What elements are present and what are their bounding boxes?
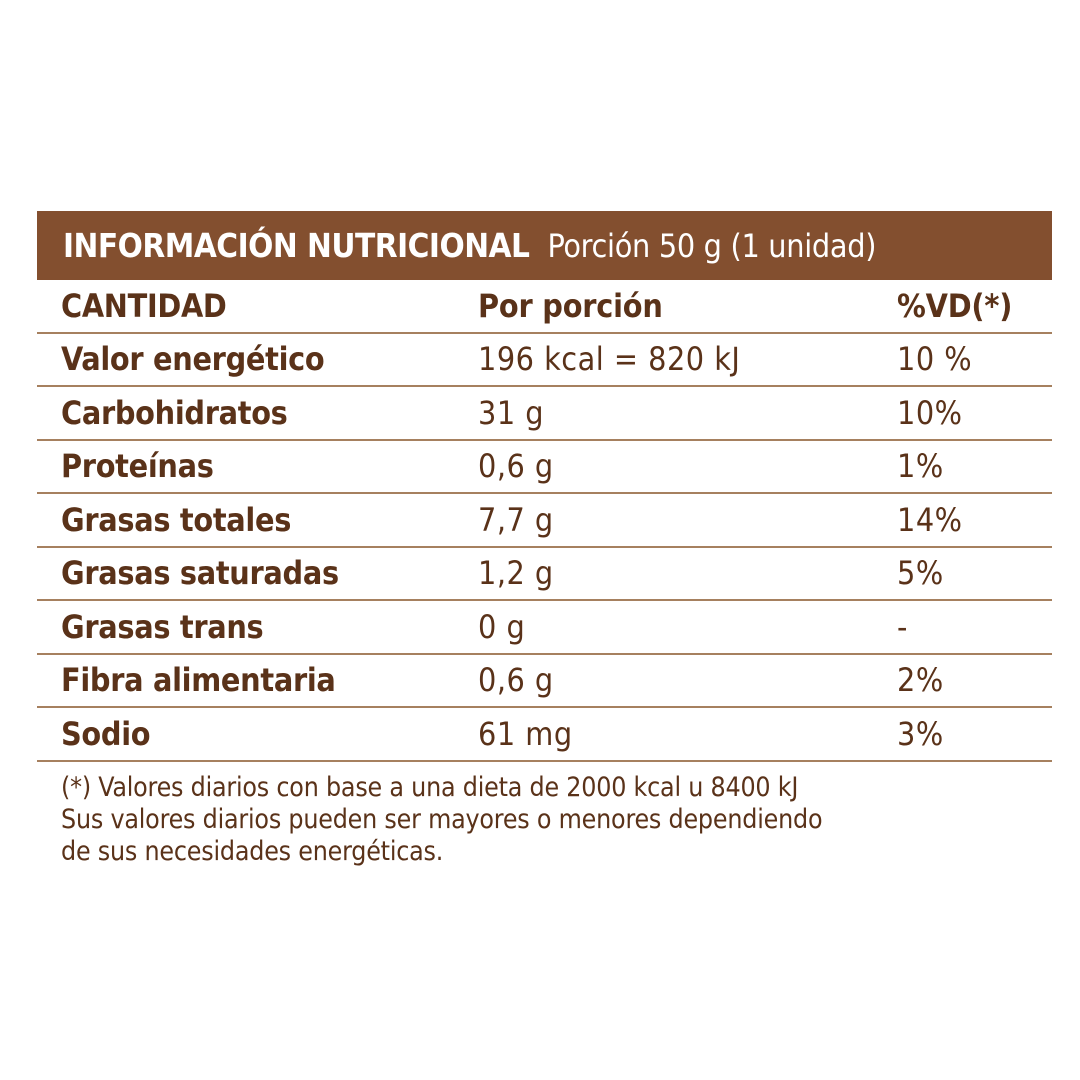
table-row: Sodio 61 mg 3% — [37, 708, 1052, 762]
table-row: Fibra alimentaria 0,6 g 2% — [37, 655, 1052, 708]
nutrient-amount: 61 mg — [478, 714, 573, 753]
nutrient-daily-value: 1% — [897, 447, 944, 486]
nutrient-daily-value: 10 % — [897, 340, 973, 379]
nutrient-name: Grasas totales — [61, 500, 292, 539]
footnote: (*) Valores diarios con base a una dieta… — [37, 772, 1052, 868]
table-row: Grasas saturadas 1,2 g 5% — [37, 548, 1052, 601]
nutrient-daily-value: 10% — [897, 393, 963, 432]
nutrient-amount: 0 g — [478, 607, 526, 646]
column-header-quantity: CANTIDAD — [61, 286, 227, 325]
nutrient-name: Sodio — [61, 714, 151, 753]
nutrition-title: INFORMACIÓN NUTRICIONAL — [63, 226, 530, 265]
column-header-daily-value: %VD(*) — [897, 286, 1013, 325]
footnote-line: de sus necesidades energéticas. — [61, 835, 444, 867]
nutrient-name: Valor energético — [61, 340, 325, 379]
nutrient-amount: 7,7 g — [478, 500, 554, 539]
footnote-line: (*) Valores diarios con base a una dieta… — [61, 771, 799, 803]
nutrient-name: Grasas saturadas — [61, 554, 339, 593]
table-row: Valor energético 196 kcal = 820 kJ 10 % — [37, 334, 1052, 387]
table-header-row: CANTIDAD Por porción %VD(*) — [37, 280, 1052, 334]
nutrient-name: Fibra alimentaria — [61, 661, 336, 700]
nutrient-name: Carbohidratos — [61, 393, 288, 432]
nutrient-daily-value: 14% — [897, 500, 963, 539]
nutrient-amount: 0,6 g — [478, 447, 554, 486]
nutrient-daily-value: 5% — [897, 554, 944, 593]
table-row: Carbohidratos 31 g 10% — [37, 387, 1052, 441]
nutrition-label: INFORMACIÓN NUTRICIONAL Porción 50 g (1 … — [37, 211, 1052, 868]
nutrient-amount: 31 g — [478, 393, 545, 432]
table-row: Proteínas 0,6 g 1% — [37, 441, 1052, 494]
serving-size: Porción 50 g (1 unidad) — [547, 226, 877, 265]
footnote-line: Sus valores diarios pueden ser mayores o… — [61, 803, 823, 835]
table-row: Grasas trans 0 g - — [37, 601, 1052, 655]
column-header-per-serving: Por porción — [478, 286, 663, 325]
nutrient-name: Grasas trans — [61, 607, 264, 646]
nutrient-amount: 0,6 g — [478, 661, 554, 700]
nutrient-daily-value: 2% — [897, 661, 944, 700]
nutrient-daily-value: 3% — [897, 714, 944, 753]
nutrient-amount: 1,2 g — [478, 554, 554, 593]
nutrition-header: INFORMACIÓN NUTRICIONAL Porción 50 g (1 … — [37, 211, 1052, 280]
nutrient-amount: 196 kcal = 820 kJ — [478, 340, 741, 379]
table-row: Grasas totales 7,7 g 14% — [37, 494, 1052, 548]
nutrient-name: Proteínas — [61, 447, 214, 486]
nutrient-daily-value: - — [897, 607, 908, 646]
